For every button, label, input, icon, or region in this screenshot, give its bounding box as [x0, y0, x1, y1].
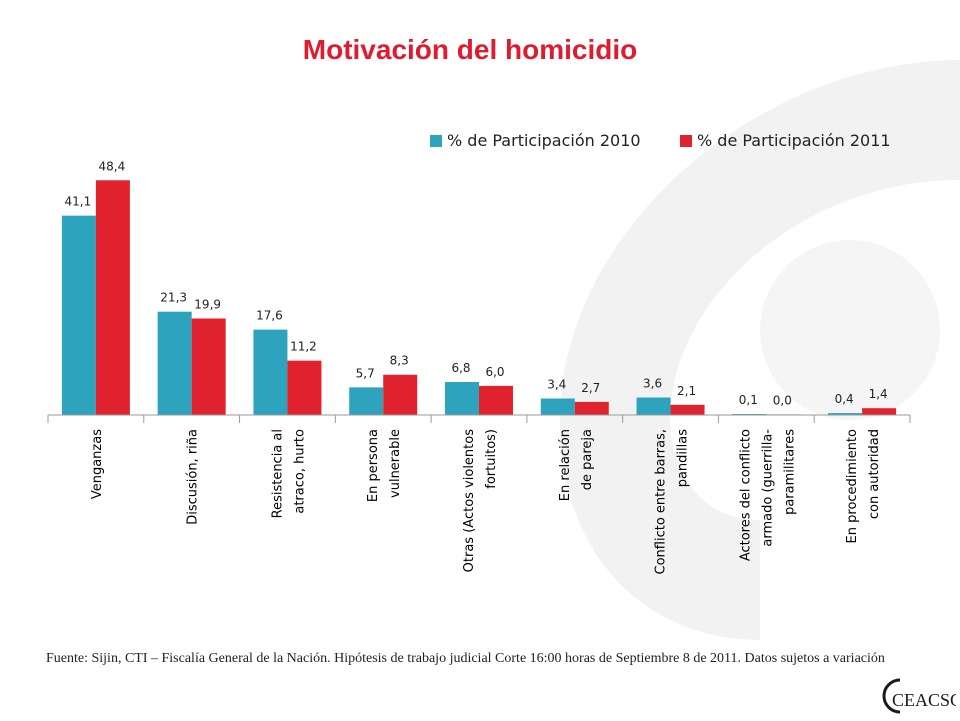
category-label: Otras (Actos violentos	[462, 429, 477, 573]
category-label: fortuitos)	[484, 429, 499, 489]
bar-2010	[349, 387, 384, 415]
data-label: 6,0	[485, 365, 504, 379]
data-label: 8,3	[390, 354, 409, 368]
bar-2010	[61, 215, 96, 415]
bar-2010	[253, 329, 288, 415]
data-label: 48,4	[99, 159, 126, 173]
category-label: Venganzas	[90, 429, 105, 499]
category-label: Discusión, riña	[186, 429, 201, 525]
category-label: de pareja	[580, 429, 595, 490]
data-label: 19,9	[194, 297, 221, 311]
category-label: paramilitares	[782, 429, 797, 515]
category-label: Actores del conflicto	[738, 429, 753, 561]
category-label: con autoridad	[867, 429, 882, 519]
page-title: Motivación del homicidio	[302, 34, 638, 65]
legend-label-2011: % de Participación 2011	[697, 131, 891, 150]
data-label: 0,1	[739, 393, 758, 407]
bar-2011	[670, 404, 705, 415]
bar-2011	[574, 401, 609, 415]
data-label: 0,0	[773, 393, 792, 407]
bar-2010	[636, 397, 671, 415]
data-label: 41,1	[65, 195, 92, 209]
bar-2011	[287, 360, 322, 415]
legend-swatch-2011	[680, 135, 692, 147]
chart-data-labels: 41,1 48,4 21,3 19,9 17,6 11,2 5,7 8,3 6,8 6,0 3,4 2…	[65, 159, 888, 407]
bar-2010	[445, 382, 479, 415]
data-label: 6,8	[451, 361, 470, 375]
category-label: armado (guerrilla-	[760, 429, 775, 547]
category-label: En persona	[366, 429, 381, 502]
legend-label-2010: % de Participación 2010	[447, 131, 641, 150]
data-label: 11,2	[290, 340, 317, 354]
legend-swatch-2010	[430, 135, 442, 147]
bar-2011	[862, 408, 897, 415]
chart-category-labels: Venganzas Discusión, riña Resistencia al at…	[90, 429, 882, 575]
chart-bars	[61, 180, 897, 415]
chart-legend: % de Participación 2010 % de Participació…	[430, 131, 891, 150]
data-label: 21,3	[160, 291, 187, 305]
data-label: 2,7	[581, 381, 600, 395]
bar-2011	[383, 374, 418, 415]
bar-2011	[479, 385, 513, 415]
bar-2010	[828, 413, 863, 415]
category-label: En procedimiento	[845, 429, 860, 543]
data-label: 5,7	[356, 366, 375, 380]
data-label: 0,4	[835, 392, 854, 406]
data-label: 1,4	[869, 387, 888, 401]
bar-2010	[540, 398, 575, 415]
data-label: 17,6	[256, 309, 283, 323]
ceacsc-logo: CEACSC	[878, 676, 960, 716]
data-label: 3,6	[643, 377, 662, 391]
category-label: vulnerable	[388, 429, 403, 498]
chart-axis	[47, 414, 911, 423]
bar-2011	[95, 180, 130, 415]
category-label: Resistencia al	[270, 429, 285, 518]
category-label: pandillas	[676, 429, 691, 488]
category-label: atraco, hurto	[292, 429, 307, 514]
data-label: 3,4	[547, 378, 566, 392]
data-label: 2,1	[677, 384, 696, 398]
category-label: En relación	[558, 429, 573, 501]
source-note: Fuente: Sijin, CTI – Fiscalía General de…	[46, 651, 885, 666]
logo-text: CEACSC	[892, 690, 956, 710]
category-label: Conflicto entre barras,	[654, 429, 669, 574]
bar-2010	[157, 311, 192, 415]
bar-2011	[191, 318, 226, 415]
